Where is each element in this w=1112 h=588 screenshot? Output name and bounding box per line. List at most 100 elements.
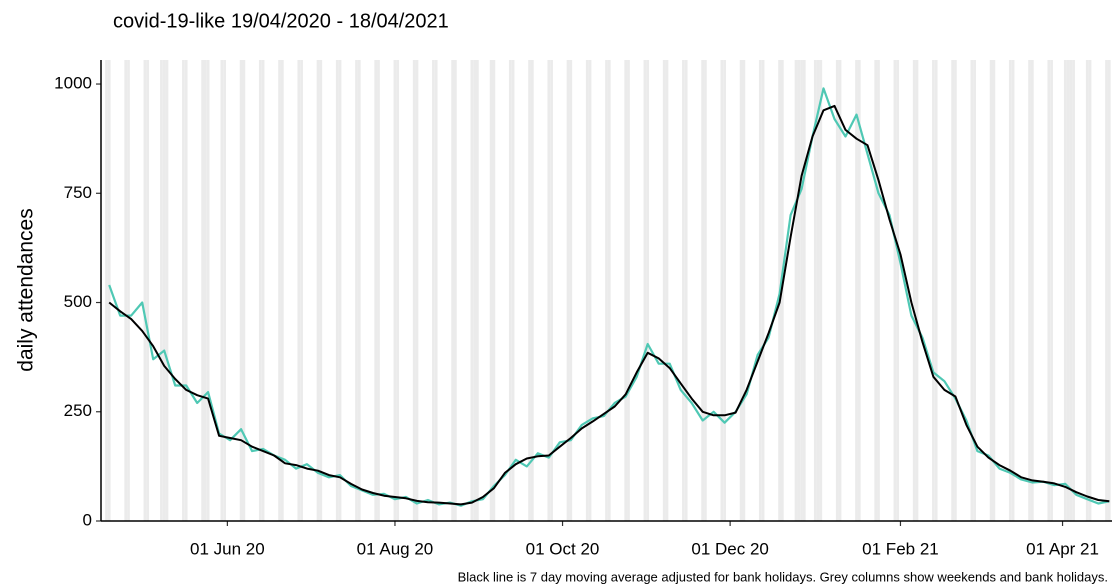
weekend-column bbox=[932, 60, 935, 521]
weekend-column bbox=[585, 60, 589, 521]
weekend-column bbox=[146, 60, 150, 521]
weekend-column bbox=[242, 60, 246, 521]
x-tick-label: 01 Aug 20 bbox=[357, 539, 434, 558]
weekend-column bbox=[816, 60, 820, 521]
weekend-column bbox=[877, 60, 880, 521]
weekend-column bbox=[143, 60, 147, 521]
bank-holiday-column bbox=[476, 60, 479, 521]
y-tick-label: 0 bbox=[83, 510, 92, 529]
weekend-column bbox=[819, 60, 823, 521]
x-tick-label: 01 Jun 20 bbox=[190, 539, 265, 558]
weekend-column bbox=[970, 60, 974, 521]
weekend-column bbox=[220, 60, 224, 521]
weekend-column bbox=[201, 60, 205, 521]
weekend-column bbox=[643, 60, 647, 521]
weekend-column bbox=[511, 60, 515, 521]
weekend-column bbox=[838, 60, 842, 521]
weekend-column bbox=[355, 60, 358, 521]
y-tick-label: 1000 bbox=[54, 74, 92, 93]
weekend-column bbox=[588, 60, 592, 521]
weekend-column bbox=[415, 60, 419, 521]
weekend-column bbox=[1008, 60, 1012, 521]
weekend-column bbox=[338, 60, 342, 521]
weekend-column bbox=[508, 60, 512, 521]
weekend-column bbox=[182, 60, 185, 521]
weekend-column bbox=[412, 60, 416, 521]
weekend-column bbox=[261, 60, 265, 521]
weekend-column bbox=[874, 60, 878, 521]
weekend-column bbox=[701, 60, 705, 521]
weekend-column bbox=[1011, 60, 1015, 521]
bank-holiday-column bbox=[794, 60, 798, 521]
weekend-column bbox=[547, 60, 551, 521]
weekend-column bbox=[1085, 60, 1089, 521]
weekend-column bbox=[432, 60, 435, 521]
weekend-column bbox=[624, 60, 628, 521]
weekend-column bbox=[684, 60, 688, 521]
weekend-column bbox=[704, 60, 707, 521]
weekend-column bbox=[605, 60, 608, 521]
weekend-column bbox=[1050, 60, 1053, 521]
weekend-column bbox=[607, 60, 611, 521]
weekend-column bbox=[492, 60, 496, 521]
weekend-column bbox=[278, 60, 281, 521]
bank-holiday-column bbox=[802, 60, 806, 521]
x-tick-label: 01 Oct 20 bbox=[526, 539, 600, 558]
weekend-column bbox=[105, 60, 108, 521]
weekend-column bbox=[297, 60, 301, 521]
weekend-column bbox=[857, 60, 861, 521]
weekend-column bbox=[934, 60, 938, 521]
weekend-column bbox=[761, 60, 765, 521]
x-tick-label: 01 Dec 20 bbox=[691, 539, 769, 558]
weekend-column bbox=[204, 60, 207, 521]
weekend-column bbox=[720, 60, 724, 521]
weekend-column bbox=[223, 60, 227, 521]
y-tick-label: 750 bbox=[64, 183, 92, 202]
weekend-column bbox=[470, 60, 474, 521]
weekend-column bbox=[1105, 60, 1108, 521]
weekend-column bbox=[893, 60, 897, 521]
weekend-column bbox=[300, 60, 303, 521]
weekend-column bbox=[896, 60, 900, 521]
weekend-column bbox=[1066, 60, 1070, 521]
weekend-column bbox=[797, 60, 801, 521]
bank-holiday-column bbox=[206, 60, 210, 521]
weekend-column bbox=[393, 60, 397, 521]
weekend-column bbox=[951, 60, 955, 521]
bank-holiday-column bbox=[160, 60, 163, 521]
weekend-column bbox=[528, 60, 531, 521]
weekend-column bbox=[1107, 60, 1111, 521]
weekend-column bbox=[646, 60, 650, 521]
chart-title: covid-19-like 19/04/2020 - 18/04/2021 bbox=[113, 10, 449, 32]
weekend-column bbox=[1069, 60, 1073, 521]
weekend-column bbox=[239, 60, 243, 521]
weekend-column bbox=[489, 60, 493, 521]
weekend-column bbox=[665, 60, 669, 521]
weekend-column bbox=[1030, 60, 1034, 521]
weekend-column bbox=[682, 60, 685, 521]
series-line bbox=[108, 104, 1110, 506]
y-axis-label: daily attendances bbox=[15, 208, 38, 371]
weekend-column bbox=[835, 60, 839, 521]
weekend-column bbox=[162, 60, 166, 521]
weekend-column bbox=[335, 60, 339, 521]
x-tick-label: 01 Feb 21 bbox=[862, 539, 939, 558]
weekend-column bbox=[566, 60, 570, 521]
weekend-column bbox=[758, 60, 762, 521]
weekend-column bbox=[319, 60, 323, 521]
weekend-column bbox=[855, 60, 858, 521]
weekend-column bbox=[127, 60, 130, 521]
weekend-column bbox=[434, 60, 438, 521]
weekend-column bbox=[1028, 60, 1031, 521]
weekend-column bbox=[124, 60, 128, 521]
weekend-column bbox=[165, 60, 169, 521]
x-tick-label: 01 Apr 21 bbox=[1026, 539, 1099, 558]
bank-holiday-column bbox=[813, 60, 817, 521]
weekend-column bbox=[973, 60, 977, 521]
weekend-column bbox=[800, 60, 803, 521]
weekend-column bbox=[569, 60, 573, 521]
weekend-column bbox=[739, 60, 743, 521]
weekend-column bbox=[454, 60, 457, 521]
weekend-column bbox=[1047, 60, 1051, 521]
caption: Black line is 7 day moving average adjus… bbox=[458, 569, 1108, 584]
